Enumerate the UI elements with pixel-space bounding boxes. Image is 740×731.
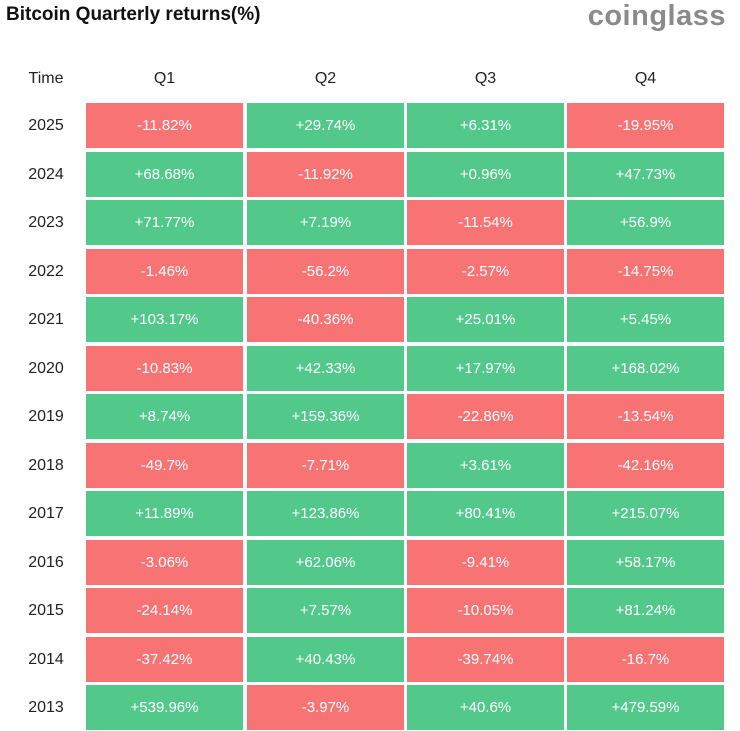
return-cell: +6.31% (407, 103, 564, 148)
return-cell: +62.06% (247, 539, 404, 585)
return-cell: -39.74% (407, 636, 564, 682)
return-cell: -9.41% (407, 539, 564, 585)
return-cell: +168.02% (567, 345, 724, 391)
return-cell: -10.83% (86, 345, 243, 391)
return-cell: +81.24% (567, 588, 724, 633)
return-cell: +159.36% (247, 394, 404, 439)
return-cell: +8.74% (86, 394, 243, 439)
title: Bitcoin Quarterly returns(%) (6, 4, 261, 25)
return-cell: +47.73% (567, 151, 724, 197)
row-label: 2019 (28, 408, 64, 425)
return-cell: -11.54% (407, 200, 564, 245)
row-label: 2016 (28, 553, 64, 571)
return-cell: -24.14% (86, 588, 243, 633)
return-cell: -14.75% (567, 248, 724, 294)
return-cell: -13.54% (567, 394, 724, 439)
row-label: 2023 (28, 214, 64, 231)
return-cell: +7.19% (247, 200, 404, 245)
return-cell: -11.82% (86, 103, 243, 148)
return-cell: -37.42% (86, 636, 243, 682)
logo: coinglass (587, 0, 726, 32)
row-label: 2022 (28, 262, 64, 280)
return-cell: +25.01% (407, 297, 564, 342)
return-cell: -42.16% (567, 442, 724, 488)
return-cell: +71.77% (86, 200, 243, 245)
row-label: 2014 (28, 650, 64, 668)
row-label: 2017 (28, 505, 64, 522)
return-cell: +42.33% (247, 345, 404, 391)
return-cell: +103.17% (86, 297, 243, 342)
column-header: Q2 (314, 70, 337, 87)
return-cell: +17.97% (407, 345, 564, 391)
return-cell: +5.45% (567, 297, 724, 342)
return-cell: +3.61% (407, 442, 564, 488)
return-cell: -40.36% (247, 297, 404, 342)
return-cell: +58.17% (567, 539, 724, 585)
return-cell: +56.9% (567, 200, 724, 245)
return-cell: -22.86% (407, 394, 564, 439)
row-label: 2024 (28, 165, 64, 183)
return-cell: +11.89% (86, 491, 243, 536)
return-cell: -10.05% (407, 588, 564, 633)
return-cell: +29.74% (247, 103, 404, 148)
row-label: 2018 (28, 456, 64, 474)
return-cell: -3.06% (86, 539, 243, 585)
return-cell: +123.86% (247, 491, 404, 536)
return-cell: +215.07% (567, 491, 724, 536)
row-label: 2020 (28, 359, 64, 377)
column-header: Time (28, 70, 64, 87)
return-cell: +80.41% (407, 491, 564, 536)
return-cell: -1.46% (86, 248, 243, 294)
column-header: Q3 (474, 70, 497, 87)
row-label: 2021 (28, 311, 64, 328)
row-label: 2013 (28, 699, 64, 716)
return-cell: -16.7% (567, 636, 724, 682)
return-cell: +539.96% (86, 685, 243, 730)
return-cell: -56.2% (247, 248, 404, 294)
return-cell: +40.43% (247, 636, 404, 682)
return-cell: +40.6% (407, 685, 564, 730)
row-label: 2015 (28, 602, 64, 619)
column-header: Q4 (634, 70, 657, 87)
return-cell: +7.57% (247, 588, 404, 633)
row-label: 2025 (28, 117, 64, 134)
column-header: Q1 (153, 70, 176, 87)
return-cell: +479.59% (567, 685, 724, 730)
return-cell: +68.68% (86, 151, 243, 197)
return-cell: -49.7% (86, 442, 243, 488)
return-cell: -11.92% (247, 151, 404, 197)
return-cell: +0.96% (407, 151, 564, 197)
return-cell: -19.95% (567, 103, 724, 148)
return-cell: -2.57% (407, 248, 564, 294)
return-cell: -3.97% (247, 685, 404, 730)
return-cell: -7.71% (247, 442, 404, 488)
